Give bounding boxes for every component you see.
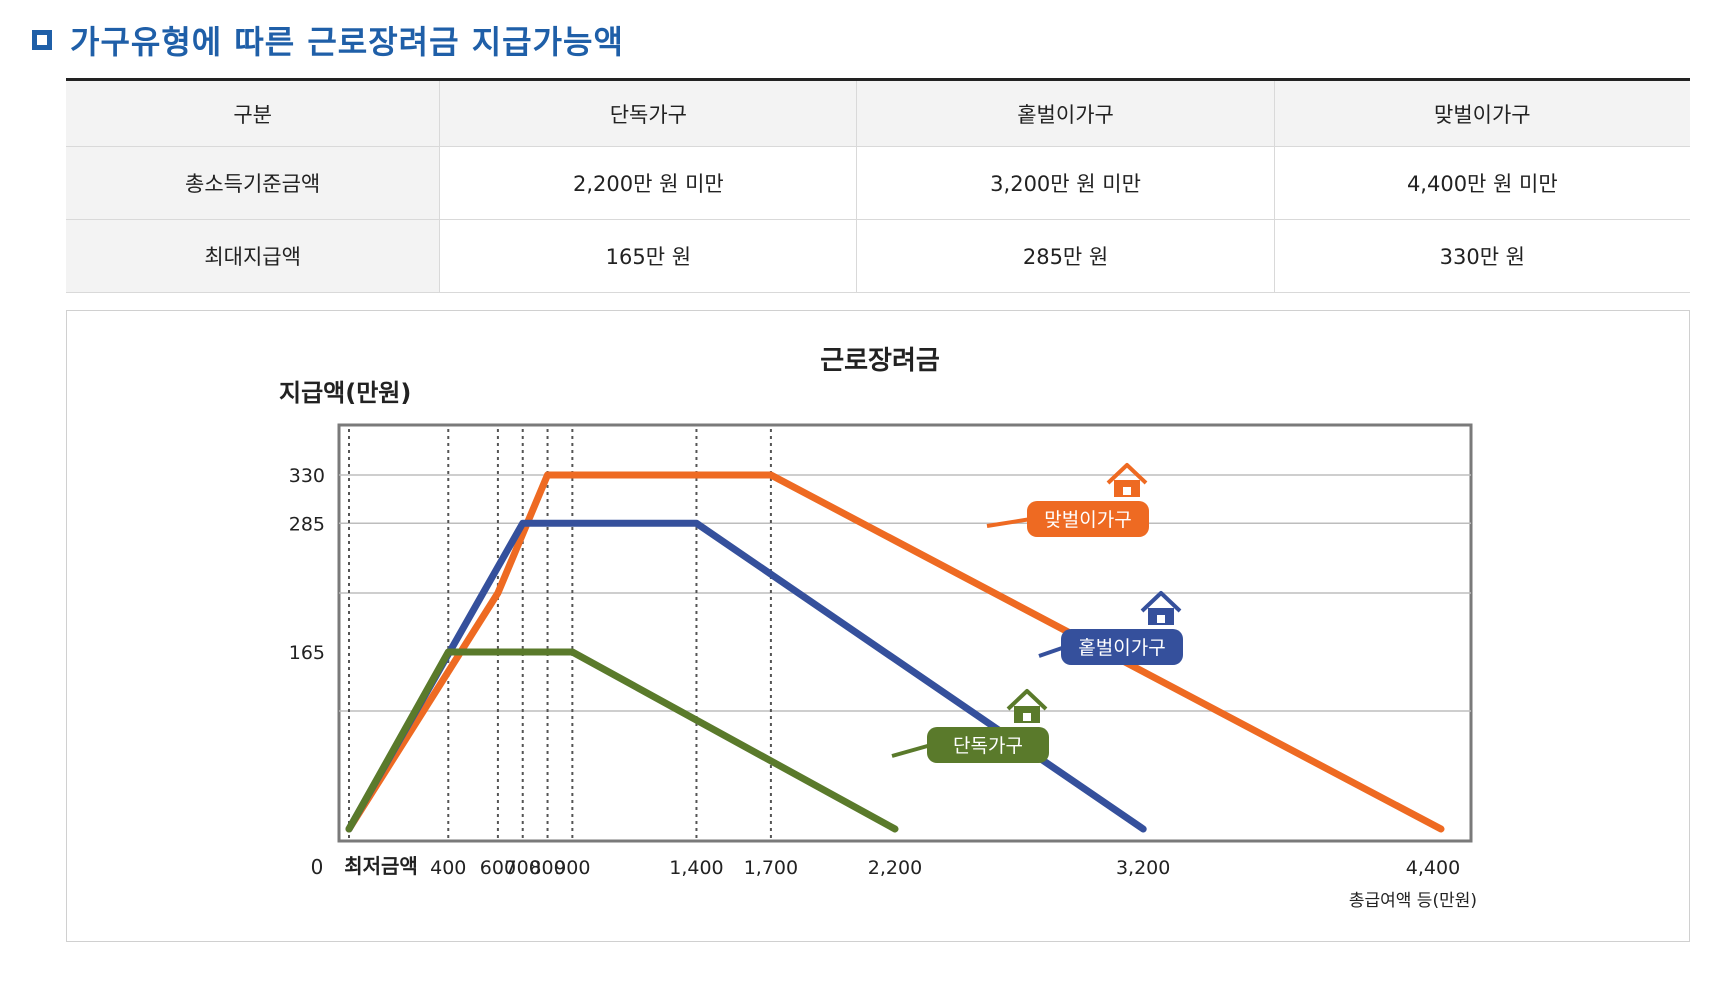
x-axis-label: 총급여액 등(만원) <box>1349 891 1477 911</box>
legend-pointer <box>986 517 1032 528</box>
house-window <box>1157 615 1165 623</box>
row-label: 최대지급액 <box>66 219 441 293</box>
table-header-cell: 단독가구 <box>439 78 858 147</box>
x-tick-label: 900 <box>554 857 590 879</box>
square-bullet-icon <box>32 30 52 50</box>
table-row: 총소득기준금액 2,200만 원 미만 3,200만 원 미만 4,400만 원… <box>66 146 1690 220</box>
table-cell: 2,200만 원 미만 <box>439 146 858 220</box>
min-wage-label: 최저금액 <box>344 854 418 878</box>
series-line <box>345 471 1445 833</box>
legend-label: 단독가구 <box>953 735 1023 757</box>
legend-box <box>927 727 1049 763</box>
legend-box <box>1027 501 1149 537</box>
x-tick-label: 4,400 <box>1406 857 1460 879</box>
y-tick-label: 285 <box>289 513 325 535</box>
table-row: 최대지급액 165만 원 285만 원 330만 원 <box>66 219 1690 293</box>
legend-box <box>1061 629 1183 665</box>
y-tick-label: 330 <box>289 465 325 487</box>
chart-svg: 근로장려금 지급액(만원) 총급여액 등(만원) 0 최저금액 330 285 16… <box>279 346 1477 911</box>
x-tick-label: 3,200 <box>1116 857 1170 879</box>
table-header-cell: 홑벌이가구 <box>856 78 1275 147</box>
origin-label: 0 <box>311 855 324 879</box>
chart-title: 근로장려금 <box>820 346 940 376</box>
table-cell: 330만 원 <box>1274 219 1690 293</box>
row-label: 총소득기준금액 <box>66 146 441 220</box>
table-cell: 285만 원 <box>856 219 1275 293</box>
table-cell: 3,200만 원 미만 <box>856 146 1275 220</box>
table-cell: 4,400만 원 미만 <box>1274 146 1690 220</box>
house-window <box>1123 487 1131 495</box>
legend-pointer <box>891 743 932 758</box>
y-tick-label: 165 <box>289 642 325 664</box>
legend-label: 홑벌이가구 <box>1078 637 1165 659</box>
legend-label: 맞벌이가구 <box>1044 509 1131 531</box>
house-icon <box>1106 463 1148 485</box>
series-line <box>345 648 899 833</box>
y-axis-label: 지급액(만원) <box>279 379 411 407</box>
house-icon <box>1006 689 1048 711</box>
table-header-row: 구분 단독가구 홑벌이가구 맞벌이가구 <box>66 78 1690 147</box>
table-header-cell: 맞벌이가구 <box>1274 78 1690 147</box>
x-tick-label: 1,700 <box>744 857 798 879</box>
x-tick-label: 2,200 <box>868 857 922 879</box>
x-tick-label: 400 <box>430 857 466 879</box>
chart-container: 근로장려금 지급액(만원) 총급여액 등(만원) 0 최저금액 330 285 16… <box>66 310 1690 942</box>
x-tick-label: 700 <box>505 857 541 879</box>
table-header-cell: 구분 <box>66 78 441 147</box>
summary-table: 구분 단독가구 홑벌이가구 맞벌이가구 총소득기준금액 2,200만 원 미만 … <box>66 78 1690 293</box>
heading-text: 가구유형에 따른 근로장려금 지급가능액 <box>70 23 624 61</box>
x-tick-label: 800 <box>529 857 565 879</box>
x-tick-label: 1,400 <box>669 857 723 879</box>
legend-pointer <box>1038 645 1066 658</box>
table-cell: 165만 원 <box>439 219 858 293</box>
x-tick-label: 600 <box>480 857 516 879</box>
house-icon <box>1140 591 1182 613</box>
plot-frame <box>337 423 1473 843</box>
house-window <box>1023 713 1031 721</box>
section-heading: 가구유형에 따른 근로장려금 지급가능액 <box>32 18 624 62</box>
